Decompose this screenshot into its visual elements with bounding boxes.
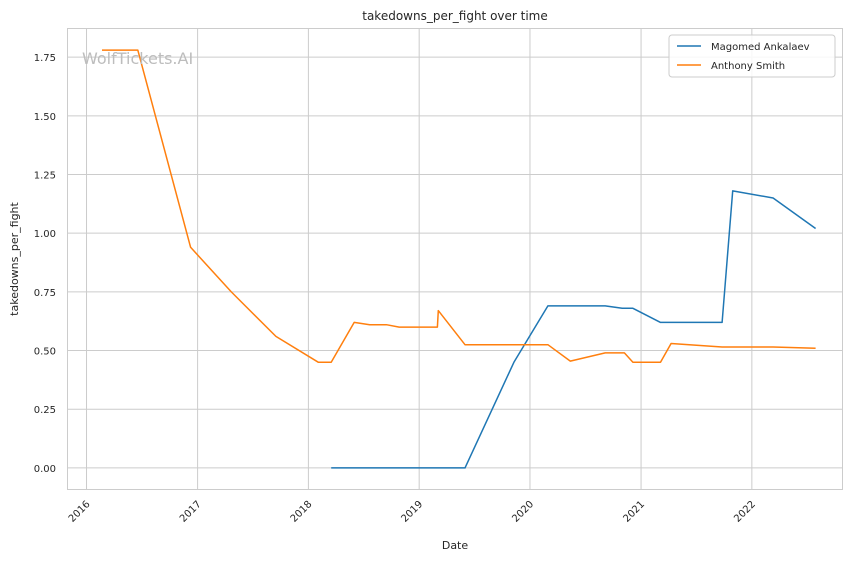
x-tick-label: 2022: [732, 499, 758, 525]
legend-label-ankalaev: Magomed Ankalaev: [711, 42, 810, 53]
y-tick-label: 0.00: [34, 464, 56, 475]
watermark: WolfTickets.AI: [82, 49, 193, 68]
chart-title: takedowns_per_fight over time: [362, 9, 548, 23]
x-tick-label: 2020: [510, 499, 536, 525]
x-axis-label: Date: [442, 539, 469, 552]
y-tick-label: 0.50: [34, 347, 56, 358]
x-tick-label: 2016: [67, 499, 93, 525]
x-tick-label: 2019: [400, 499, 426, 525]
y-tick-label: 1.75: [34, 53, 56, 64]
x-tick-label: 2021: [621, 499, 647, 525]
series-line-ankalaev: [331, 190, 817, 469]
y-tick-label: 1.50: [34, 112, 56, 123]
y-tick-label: 1.25: [34, 171, 56, 182]
legend: Magomed Ankalaev Anthony Smith: [668, 34, 836, 78]
y-tick-label: 0.75: [34, 288, 56, 299]
plot-area: [67, 28, 843, 490]
y-tick-label: 0.25: [34, 405, 56, 416]
legend-label-smith: Anthony Smith: [711, 61, 785, 72]
y-tick-label: 1.00: [34, 229, 56, 240]
series-line-smith: [102, 49, 816, 364]
y-axis-label: takedowns_per_fight: [8, 201, 21, 315]
x-tick-label: 2017: [178, 499, 204, 525]
x-tick-label: 2018: [289, 499, 315, 525]
